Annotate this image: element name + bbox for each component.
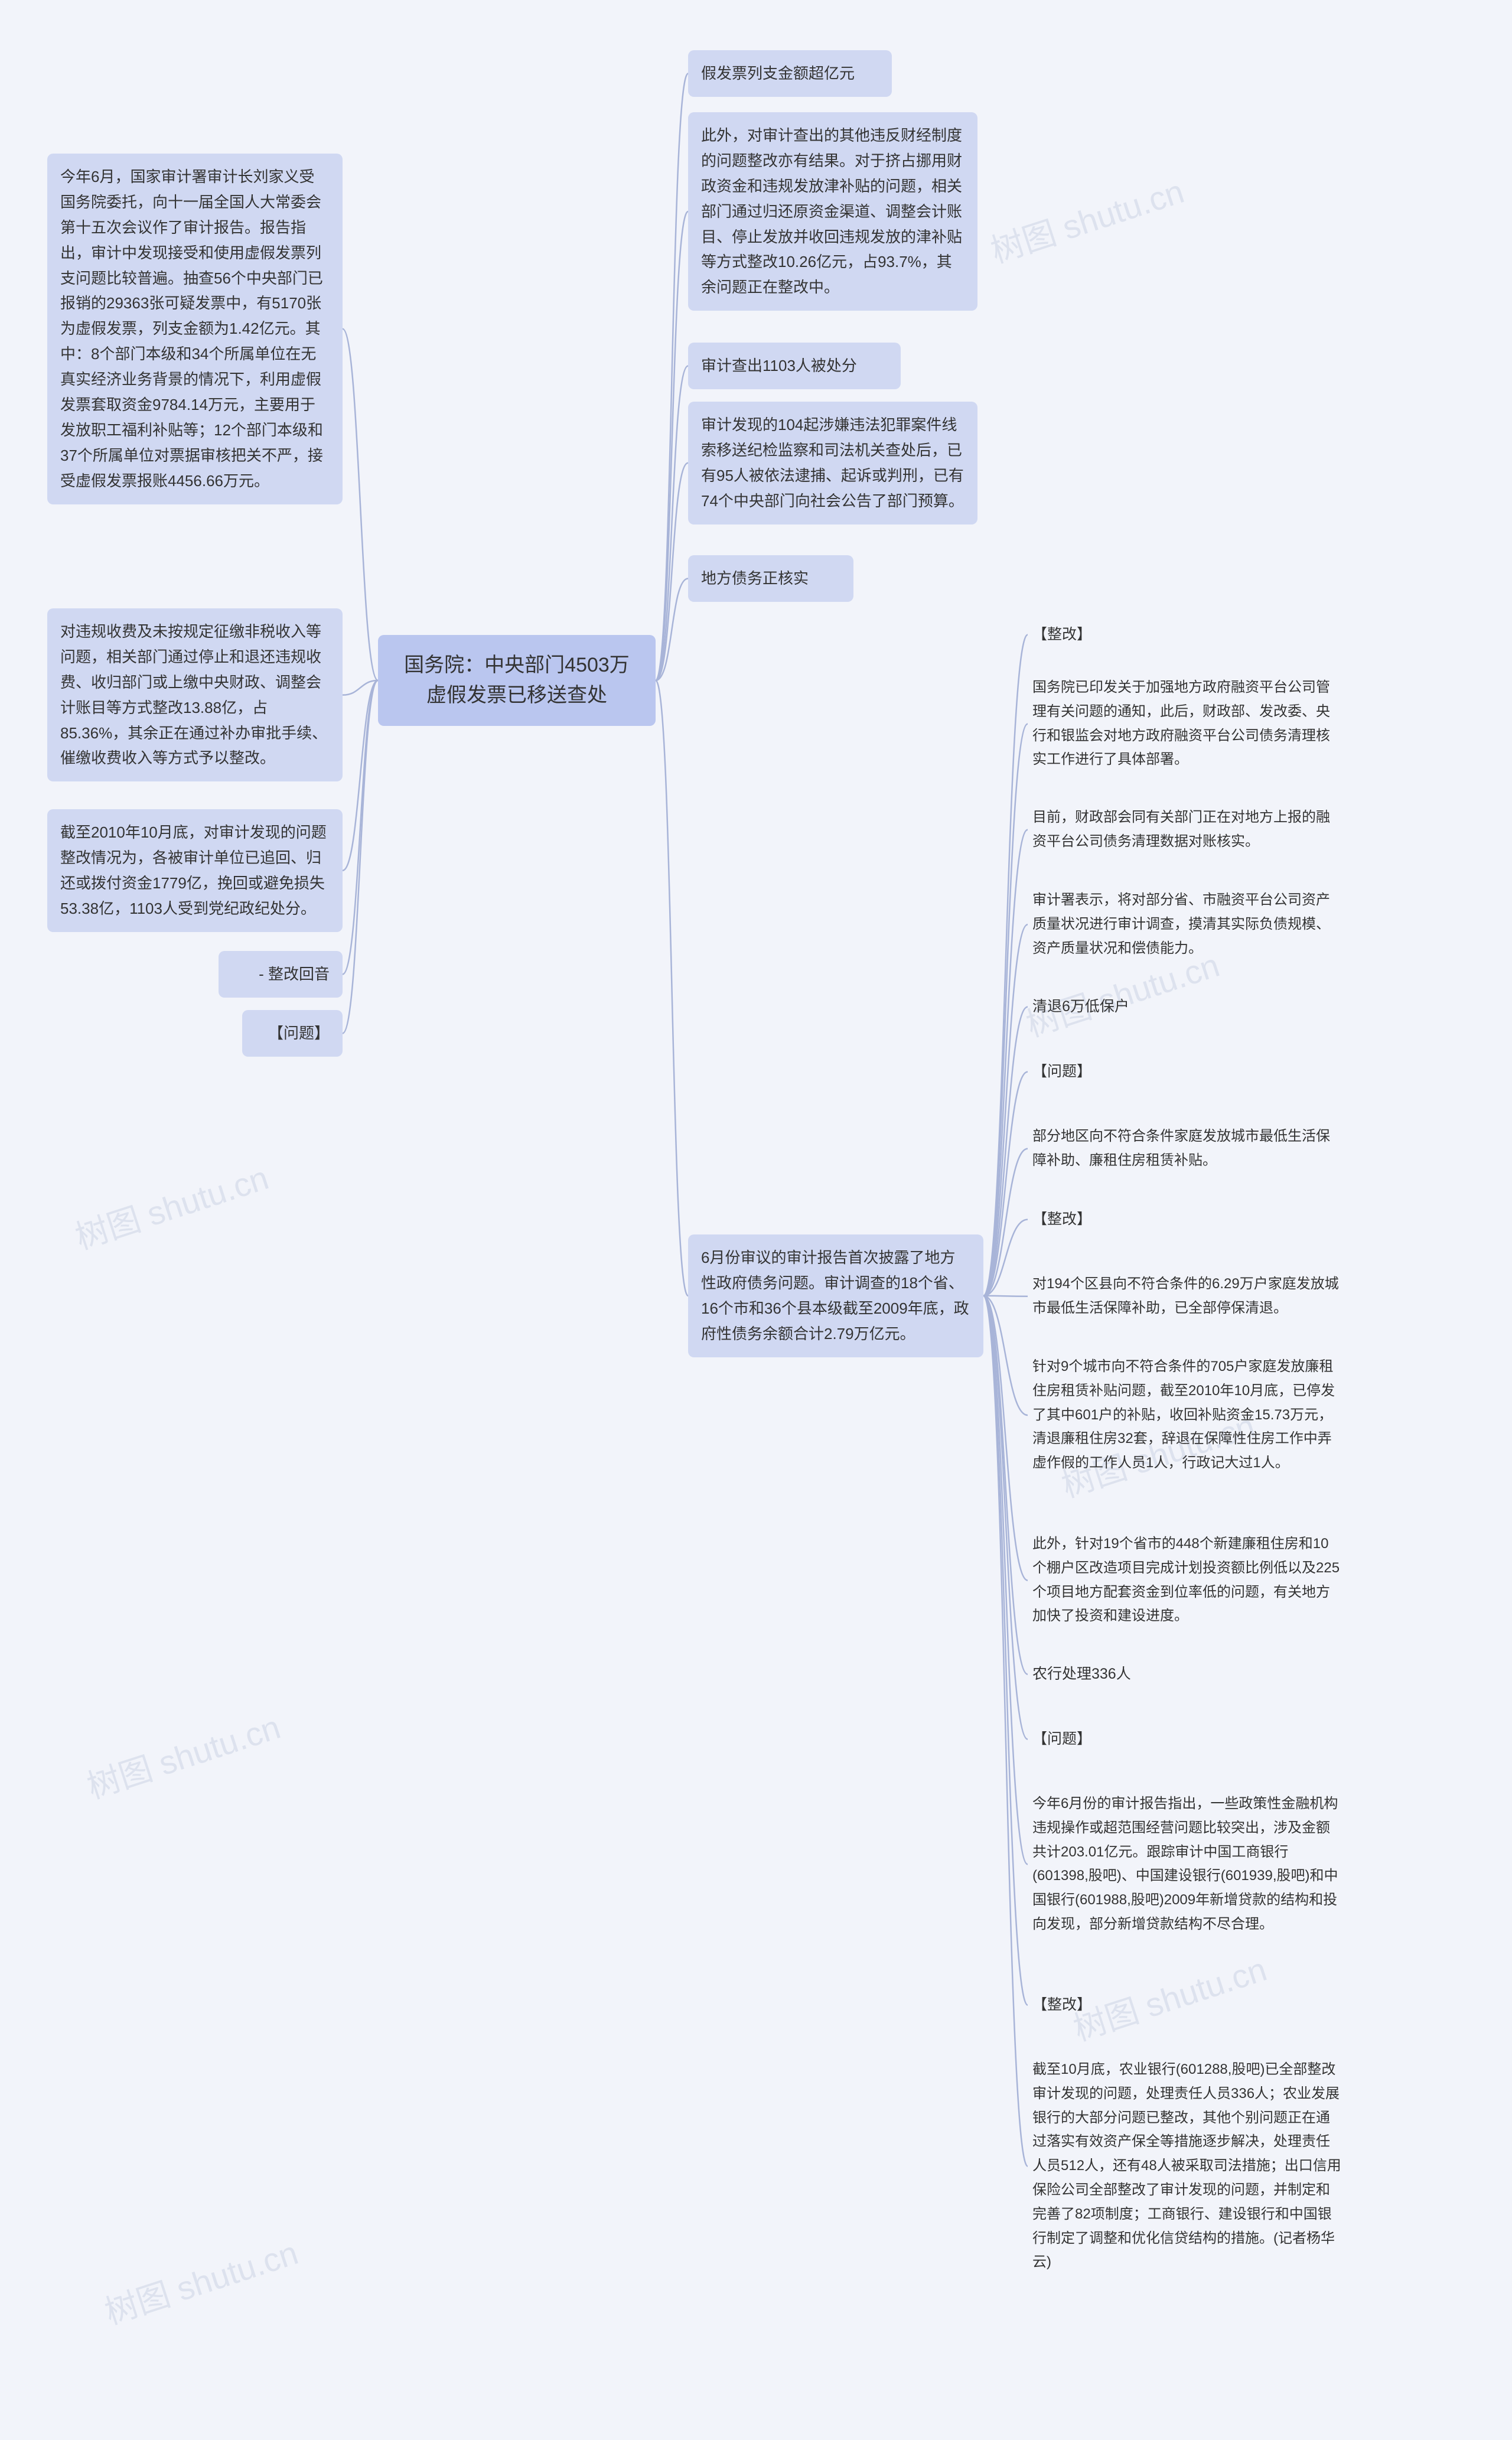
- leaf-node: 【问题】: [1028, 1725, 1347, 1754]
- right-node-5: 地方债务正核实: [688, 555, 853, 602]
- node-text: 截至2010年10月底，对审计发现的问题整改情况为，各被审计单位已追回、归还或拨…: [60, 823, 327, 917]
- node-text: 【整改】: [1032, 1996, 1091, 2013]
- leaf-node: 农行处理336人: [1028, 1660, 1347, 1689]
- node-text: 此外，对审计查出的其他违反财经制度的问题整改亦有结果。对于挤占挪用财政资金和违规…: [701, 126, 962, 296]
- leaf-node: 国务院已印发关于加强地方政府融资平台公司管理有关问题的通知，此后，财政部、发改委…: [1028, 673, 1347, 774]
- leaf-node: 【整改】: [1028, 1205, 1347, 1234]
- right-node-4: 审计发现的104起涉嫌违法犯罪案件线索移送纪检监察和司法机关查处后，已有95人被…: [688, 402, 977, 525]
- node-text: 【整改】: [1032, 626, 1091, 643]
- node-text: 【问题】: [1032, 1063, 1091, 1080]
- leaf-node: 【问题】: [1028, 1057, 1347, 1086]
- node-text: 针对9个城市向不符合条件的705户家庭发放廉租住房租赁补贴问题，截至2010年1…: [1032, 1359, 1335, 1471]
- leaf-node: 目前，财政部会同有关部门正在对地方上报的融资平台公司债务清理数据对账核实。: [1028, 803, 1347, 856]
- leaf-node: 今年6月份的审计报告指出，一些政策性金融机构违规操作或超范围经营问题比较突出，涉…: [1028, 1790, 1347, 1939]
- node-text: 今年6月，国家审计署审计长刘家义受国务院委托，向十一届全国人大常委会第十五次会议…: [60, 168, 323, 490]
- leaf-node: 部分地区向不符合条件家庭发放城市最低生活保障补助、廉租住房租赁补贴。: [1028, 1122, 1347, 1175]
- node-text: 【问题】: [268, 1024, 330, 1042]
- right-node-6: 6月份审议的审计报告首次披露了地方性政府债务问题。审计调查的18个省、16个市和…: [688, 1234, 983, 1357]
- watermark: 树图 shutu.cn: [80, 1701, 286, 1809]
- watermark: 树图 shutu.cn: [69, 1152, 274, 1259]
- center-label: 国务院：中央部门4503万 虚假发票已移送查处: [404, 654, 630, 706]
- leaf-node: 审计署表示，将对部分省、市融资平台公司资产质量状况进行审计调查，摸清其实际负债规…: [1028, 886, 1347, 963]
- center-node: 国务院：中央部门4503万 虚假发票已移送查处: [378, 635, 656, 726]
- leaf-node: 针对9个城市向不符合条件的705户家庭发放廉租住房租赁补贴问题，截至2010年1…: [1028, 1353, 1347, 1478]
- leaf-node: 【整改】: [1028, 1991, 1347, 2019]
- node-text: 农行处理336人: [1032, 1666, 1131, 1682]
- left-node-1: 今年6月，国家审计署审计长刘家义受国务院委托，向十一届全国人大常委会第十五次会议…: [47, 154, 343, 504]
- node-text: 此外，针对19个省市的448个新建廉租住房和10个棚户区改造项目完成计划投资额比…: [1032, 1536, 1340, 1624]
- node-text: 假发票列支金额超亿元: [701, 64, 855, 82]
- leaf-node: 此外，针对19个省市的448个新建廉租住房和10个棚户区改造项目完成计划投资额比…: [1028, 1530, 1347, 1631]
- node-text: - 整改回音: [259, 965, 330, 983]
- node-text: 清退6万低保户: [1032, 998, 1129, 1015]
- right-node-3: 审计查出1103人被处分: [688, 343, 901, 389]
- node-text: 【问题】: [1032, 1731, 1091, 1747]
- left-node-3: 截至2010年10月底，对审计发现的问题整改情况为，各被审计单位已追回、归还或拨…: [47, 809, 343, 932]
- node-text: 今年6月份的审计报告指出，一些政策性金融机构违规操作或超范围经营问题比较突出，涉…: [1032, 1796, 1338, 1932]
- node-text: 6月份审议的审计报告首次披露了地方性政府债务问题。审计调查的18个省、16个市和…: [701, 1249, 969, 1343]
- right-node-2: 此外，对审计查出的其他违反财经制度的问题整改亦有结果。对于挤占挪用财政资金和违规…: [688, 112, 977, 311]
- node-text: 【整改】: [1032, 1211, 1091, 1227]
- node-text: 审计发现的104起涉嫌违法犯罪案件线索移送纪检监察和司法机关查处后，已有95人被…: [701, 416, 964, 510]
- watermark: 树图 shutu.cn: [984, 165, 1190, 273]
- leaf-node: 截至10月底，农业银行(601288,股吧)已全部整改审计发现的问题，处理责任人…: [1028, 2055, 1347, 2277]
- leaf-node: 对194个区县向不符合条件的6.29万户家庭发放城市最低生活保障补助，已全部停保…: [1028, 1270, 1347, 1323]
- left-node-2: 对违规收费及未按规定征缴非税收入等问题，相关部门通过停止和退还违规收费、收归部门…: [47, 608, 343, 781]
- node-text: 部分地区向不符合条件家庭发放城市最低生活保障补助、廉租住房租赁补贴。: [1032, 1128, 1330, 1168]
- right-node-1: 假发票列支金额超亿元: [688, 50, 892, 97]
- node-text: 对违规收费及未按规定征缴非税收入等问题，相关部门通过停止和退还违规收费、收归部门…: [60, 623, 327, 767]
- left-node-4: - 整改回音: [219, 951, 343, 998]
- leaf-node: 【整改】: [1028, 620, 1347, 649]
- watermark: 树图 shutu.cn: [98, 2227, 304, 2334]
- node-text: 对194个区县向不符合条件的6.29万户家庭发放城市最低生活保障补助，已全部停保…: [1032, 1276, 1339, 1316]
- node-text: 目前，财政部会同有关部门正在对地方上报的融资平台公司债务清理数据对账核实。: [1032, 809, 1330, 849]
- node-text: 审计查出1103人被处分: [701, 357, 857, 374]
- node-text: 国务院已印发关于加强地方政府融资平台公司管理有关问题的通知，此后，财政部、发改委…: [1032, 679, 1330, 767]
- node-text: 审计署表示，将对部分省、市融资平台公司资产质量状况进行审计调查，摸清其实际负债规…: [1032, 892, 1330, 956]
- leaf-node: 清退6万低保户: [1028, 992, 1347, 1021]
- left-node-5: 【问题】: [242, 1010, 343, 1057]
- node-text: 截至10月底，农业银行(601288,股吧)已全部整改审计发现的问题，处理责任人…: [1032, 2061, 1341, 2270]
- node-text: 地方债务正核实: [701, 569, 809, 587]
